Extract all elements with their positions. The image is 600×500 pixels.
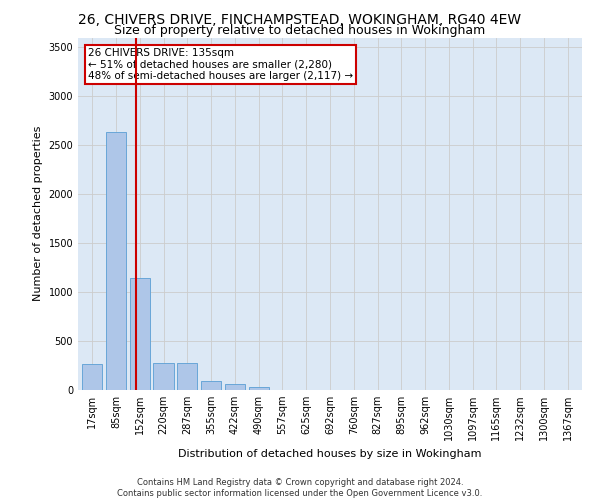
Bar: [82, 364, 103, 390]
Text: Size of property relative to detached houses in Wokingham: Size of property relative to detached ho…: [115, 24, 485, 37]
Text: Contains HM Land Registry data © Crown copyright and database right 2024.
Contai: Contains HM Land Registry data © Crown c…: [118, 478, 482, 498]
Bar: [154, 362, 173, 390]
Bar: [106, 132, 126, 390]
Y-axis label: Number of detached properties: Number of detached properties: [33, 126, 43, 302]
Bar: [130, 278, 150, 390]
Bar: [225, 384, 245, 390]
Bar: [201, 380, 221, 390]
X-axis label: Distribution of detached houses by size in Wokingham: Distribution of detached houses by size …: [178, 448, 482, 458]
Bar: [248, 386, 269, 390]
Text: 26 CHIVERS DRIVE: 135sqm
← 51% of detached houses are smaller (2,280)
48% of sem: 26 CHIVERS DRIVE: 135sqm ← 51% of detach…: [88, 48, 353, 82]
Text: 26, CHIVERS DRIVE, FINCHAMPSTEAD, WOKINGHAM, RG40 4EW: 26, CHIVERS DRIVE, FINCHAMPSTEAD, WOKING…: [79, 12, 521, 26]
Bar: [177, 362, 197, 390]
